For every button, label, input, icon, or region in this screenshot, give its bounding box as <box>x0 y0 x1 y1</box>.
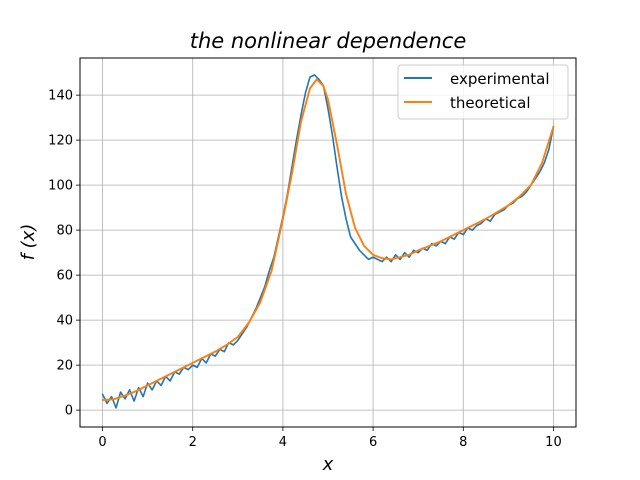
y-axis-label: f (x) <box>18 224 39 261</box>
x-tick-label: 2 <box>189 435 197 450</box>
y-tick-label: 80 <box>56 224 73 239</box>
legend-label-theoretical: theoretical <box>450 94 531 112</box>
x-tick-label: 8 <box>459 435 467 450</box>
x-axis-label: x <box>322 454 334 475</box>
y-axis-ticks: 0 20 40 60 80 100 120 140 <box>48 89 80 419</box>
legend-label-experimental: experimental <box>450 70 550 88</box>
y-tick-label: 140 <box>48 89 73 104</box>
y-tick-label: 40 <box>56 314 73 329</box>
axes-frame <box>79 57 577 428</box>
y-tick-label: 0 <box>65 404 73 419</box>
legend: experimental theoretical <box>397 64 569 120</box>
y-tick-label: 100 <box>48 179 73 194</box>
x-tick-label: 6 <box>369 435 377 450</box>
series-layer <box>101 74 555 409</box>
y-tick-label: 120 <box>48 134 73 149</box>
x-tick-label: 4 <box>279 435 287 450</box>
x-axis-ticks: 0 2 4 6 8 10 <box>98 427 562 450</box>
legend-box <box>397 64 569 120</box>
x-tick-label: 10 <box>545 435 562 450</box>
series-line-experimental <box>101 74 555 409</box>
series-line-theoretical <box>101 78 555 401</box>
y-tick-label: 60 <box>56 269 73 284</box>
chart-title: the nonlinear dependence <box>190 29 467 53</box>
x-tick-label: 0 <box>98 435 106 450</box>
y-tick-label: 20 <box>56 359 73 374</box>
